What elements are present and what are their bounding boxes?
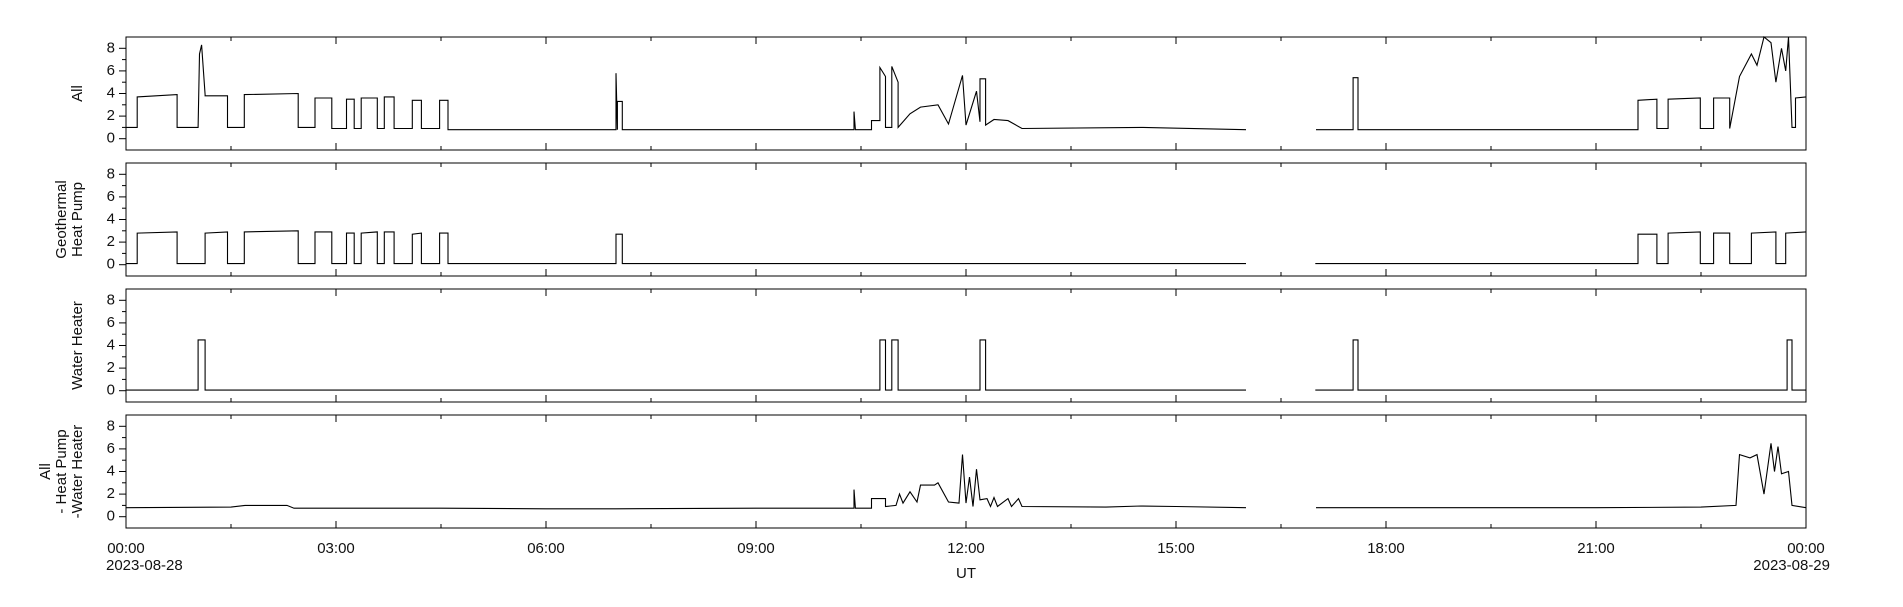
data-line xyxy=(125,454,1247,510)
y-tick-label: 4 xyxy=(107,84,115,101)
x-tick-label: 18:00 xyxy=(1367,540,1405,557)
x-tick-date: 2023-08-28 xyxy=(106,557,183,574)
y-tick-label: 0 xyxy=(107,382,115,399)
y-axis-label: Heat Pump xyxy=(69,182,86,257)
x-tick-date: 2023-08-29 xyxy=(1753,557,1830,574)
y-tick-label: 6 xyxy=(107,440,115,457)
y-tick-label: 0 xyxy=(107,508,115,525)
y-tick-label: 0 xyxy=(107,256,115,273)
y-tick-label: 6 xyxy=(107,62,115,79)
y-axis-label: Geothermal xyxy=(53,180,70,258)
panel-frame xyxy=(125,162,1807,277)
y-axis-label: -Water Heater xyxy=(69,425,86,519)
data-line xyxy=(1315,231,1807,265)
y-tick-label: 2 xyxy=(107,233,115,250)
y-tick-label: 2 xyxy=(107,359,115,376)
y-tick-label: 6 xyxy=(107,314,115,331)
data-line xyxy=(126,230,1246,265)
y-axis-label: Water Heater xyxy=(69,301,86,390)
data-line xyxy=(126,339,1246,391)
panel-frame xyxy=(125,36,1807,151)
data-line xyxy=(1316,36,1807,131)
y-axis-label: All xyxy=(69,85,86,102)
y-tick-label: 8 xyxy=(107,417,115,434)
data-line xyxy=(1316,443,1807,509)
panel-frame xyxy=(125,414,1807,529)
data-line xyxy=(126,44,1247,131)
y-tick-label: 4 xyxy=(107,210,115,227)
y-tick-label: 8 xyxy=(107,39,115,56)
y-tick-label: 4 xyxy=(107,462,115,479)
x-tick-label: 15:00 xyxy=(1157,540,1195,557)
x-tick-label: 09:00 xyxy=(737,540,775,557)
x-tick-label: 00:00 xyxy=(1787,540,1825,557)
x-tick-label: 12:00 xyxy=(947,540,985,557)
y-tick-label: 0 xyxy=(107,130,115,147)
x-tick-label: 21:00 xyxy=(1577,540,1615,557)
data-line xyxy=(1315,339,1806,391)
x-tick-label: 00:00 xyxy=(107,540,145,557)
y-axis-label: All xyxy=(37,463,54,480)
y-tick-label: 8 xyxy=(107,165,115,182)
x-tick-label: 06:00 xyxy=(527,540,565,557)
y-tick-label: 2 xyxy=(107,107,115,124)
y-axis-label: - Heat Pump xyxy=(53,429,70,513)
y-tick-label: 6 xyxy=(107,188,115,205)
panel-frame xyxy=(125,288,1807,403)
y-tick-label: 4 xyxy=(107,336,115,353)
y-tick-label: 8 xyxy=(107,291,115,308)
y-tick-label: 2 xyxy=(107,485,115,502)
x-axis-label: UT xyxy=(956,565,976,582)
x-tick-label: 03:00 xyxy=(317,540,355,557)
